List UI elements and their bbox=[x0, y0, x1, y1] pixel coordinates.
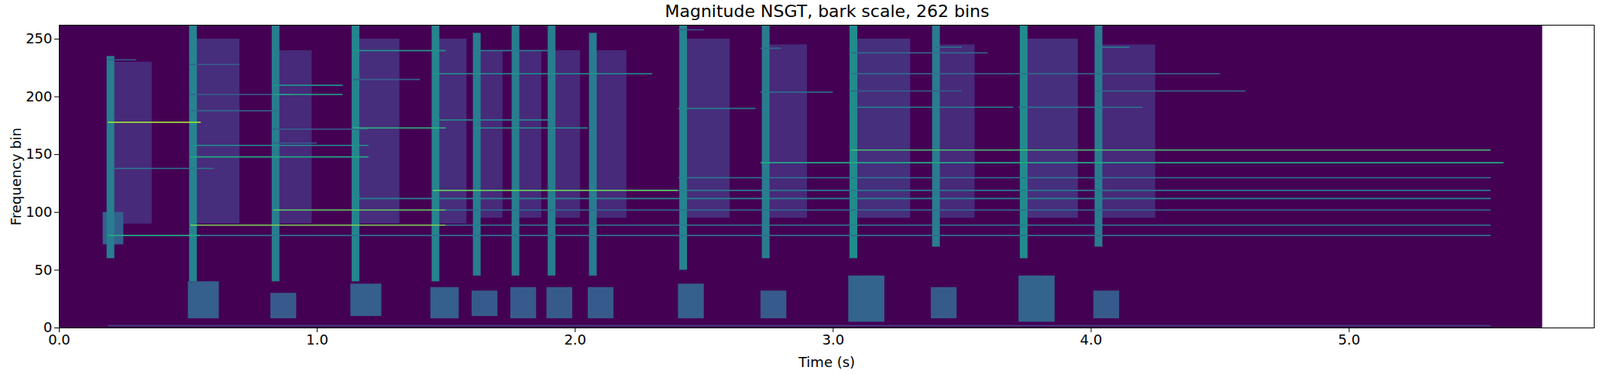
svg-text:Time (s): Time (s) bbox=[797, 353, 855, 371]
svg-text:250: 250 bbox=[25, 30, 52, 47]
svg-text:Frequency bin: Frequency bin bbox=[7, 127, 25, 227]
svg-text:0: 0 bbox=[43, 319, 53, 336]
svg-text:2.0: 2.0 bbox=[563, 331, 587, 348]
svg-text:50: 50 bbox=[34, 261, 53, 279]
svg-text:200: 200 bbox=[25, 88, 52, 105]
svg-text:4.0: 4.0 bbox=[1080, 331, 1103, 348]
svg-text:1.0: 1.0 bbox=[305, 331, 329, 348]
svg-text:100: 100 bbox=[25, 203, 52, 220]
svg-text:0.0: 0.0 bbox=[48, 331, 71, 348]
svg-text:5.0: 5.0 bbox=[1338, 331, 1361, 348]
svg-text:150: 150 bbox=[25, 145, 52, 162]
svg-text:3.0: 3.0 bbox=[822, 331, 845, 348]
html-text:Magnitude NSGT, bark scale, 26: Magnitude NSGT, bark scale, 262 bins bbox=[664, 1, 990, 21]
